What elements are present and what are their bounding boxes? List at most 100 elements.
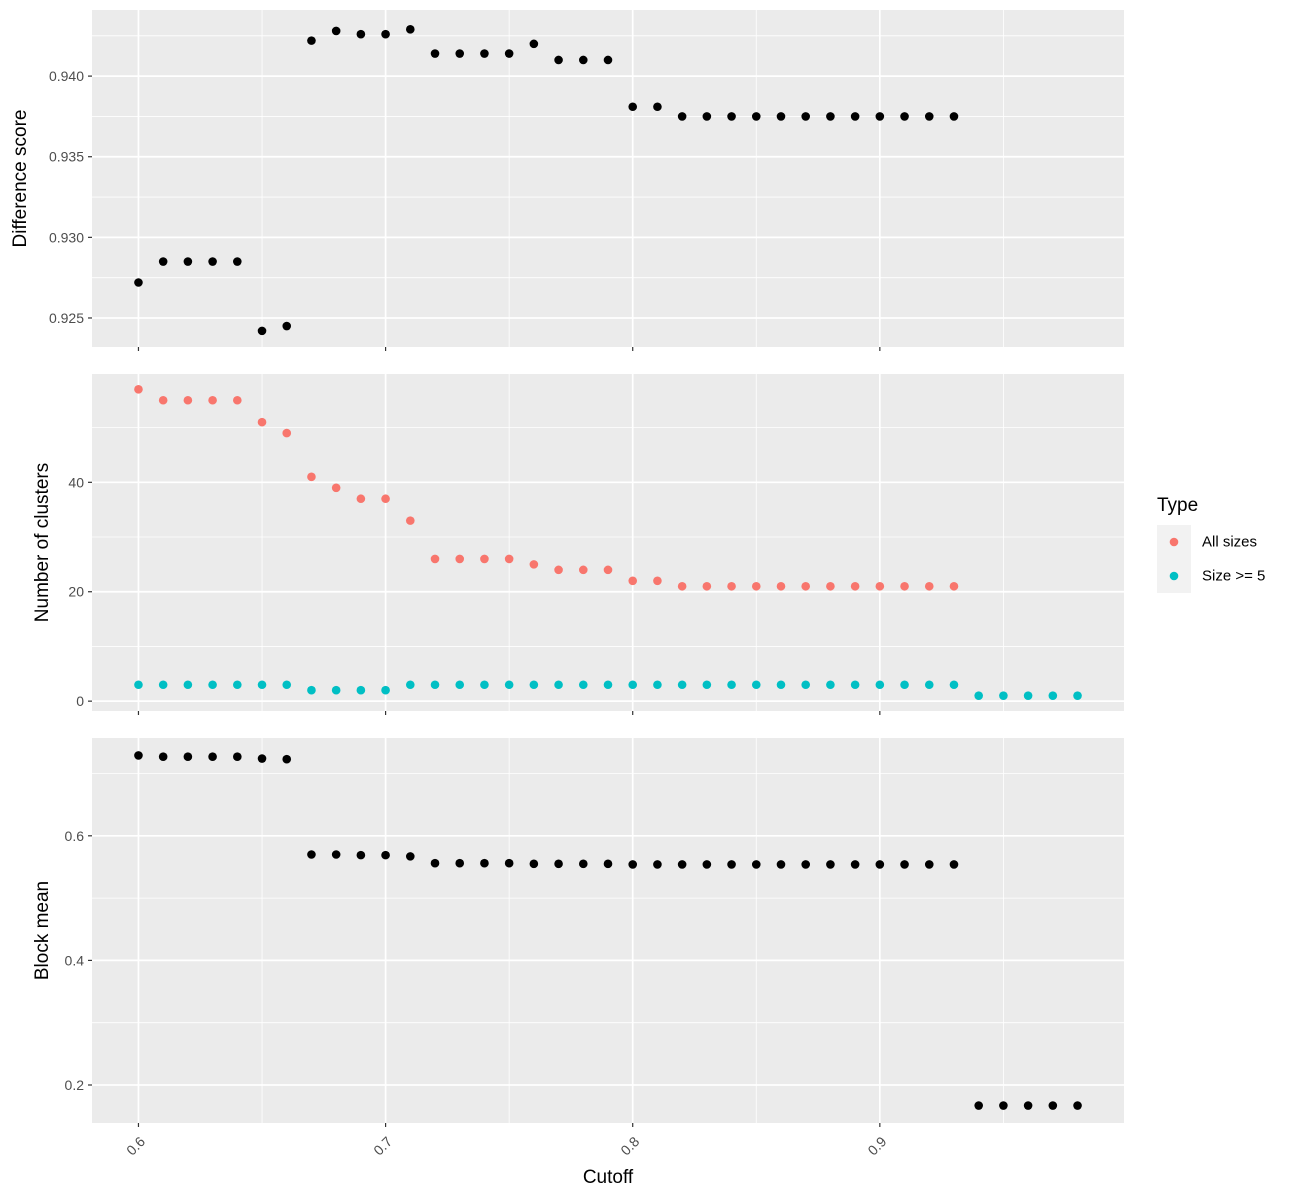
data-point [1023,1101,1033,1110]
data-point [158,395,168,405]
data-point [702,680,712,690]
panel-number-of-clusters: 0 20 40 Number of clusters [32,374,1124,715]
data-point [381,685,390,695]
data-point [974,691,983,700]
data-point [949,860,959,869]
data-point [455,858,465,868]
data-point [949,581,959,591]
data-point [653,680,662,690]
data-point [356,29,366,39]
data-point [405,680,415,690]
data-point [158,680,168,690]
panel-background [92,738,1124,1123]
legend-key-point [1169,571,1179,581]
legend-title: Type [1157,495,1198,516]
data-point [727,860,736,869]
data-point [1073,1101,1082,1110]
data-point [331,483,341,493]
data-point [480,858,489,868]
x-tick-label: 0.9 [864,1133,889,1158]
data-point [875,581,885,591]
data-point [677,680,687,690]
data-point [578,859,588,869]
data-point [776,112,786,121]
y-tick-label: 0.4 [65,952,85,968]
data-point [702,581,712,591]
y-tick-label: 40 [68,474,84,490]
data-point [529,859,539,869]
legend-key-point [1169,537,1179,547]
data-point [405,852,415,861]
data-point [208,752,217,761]
data-point [949,112,959,121]
x-axis-title: Cutoff [583,1167,634,1188]
data-point [702,112,712,121]
data-point [603,55,613,65]
data-point [480,554,489,564]
legend: Type All sizes Size >= 5 [1157,495,1265,593]
data-point [628,680,638,690]
data-point [924,581,934,591]
data-point [208,680,217,690]
data-point [826,581,835,591]
data-point [233,395,242,405]
data-point [653,102,662,112]
data-point [776,860,786,869]
data-point [307,850,316,859]
data-point [233,752,242,761]
data-point [628,576,638,586]
y-tick-label: 0.940 [49,68,84,84]
data-point [801,680,811,690]
y-tick-label: 0.935 [49,149,84,165]
data-point [430,858,440,868]
data-point [405,516,415,525]
data-point [1048,1101,1058,1110]
panel-background [92,374,1124,711]
data-point [850,860,860,869]
data-point [356,685,366,695]
data-point [1023,691,1033,700]
data-point [677,581,687,591]
data-point [208,257,217,266]
data-point [603,680,613,690]
data-point [578,565,588,575]
data-point [850,581,860,591]
data-point [900,112,909,121]
data-point [233,257,242,266]
data-point [307,685,316,695]
data-point [381,850,390,860]
data-point [529,680,539,690]
data-point [603,859,613,869]
data-point [134,278,143,287]
data-point [158,257,168,266]
data-point [381,29,390,39]
data-point [974,1101,983,1110]
data-point [331,26,341,36]
data-point [257,754,267,763]
data-point [504,49,514,58]
data-point [257,680,267,690]
data-point [504,858,514,868]
data-point [826,112,835,121]
data-point [134,385,143,394]
data-point [282,428,292,438]
data-point [134,751,143,760]
data-point [727,680,736,690]
legend-label: Size >= 5 [1202,568,1265,585]
data-point [702,860,712,869]
data-point [529,560,539,569]
data-point [875,680,885,690]
data-point [628,102,638,112]
data-point [924,112,934,121]
data-point [554,859,563,869]
data-point [900,581,909,591]
data-point [653,860,662,869]
data-point [727,581,736,591]
y-axis-title-difference-score: Difference score [10,110,31,248]
data-point [727,112,736,121]
data-point [430,554,440,564]
data-point [504,554,514,564]
data-point [480,680,489,690]
data-point [405,25,415,34]
